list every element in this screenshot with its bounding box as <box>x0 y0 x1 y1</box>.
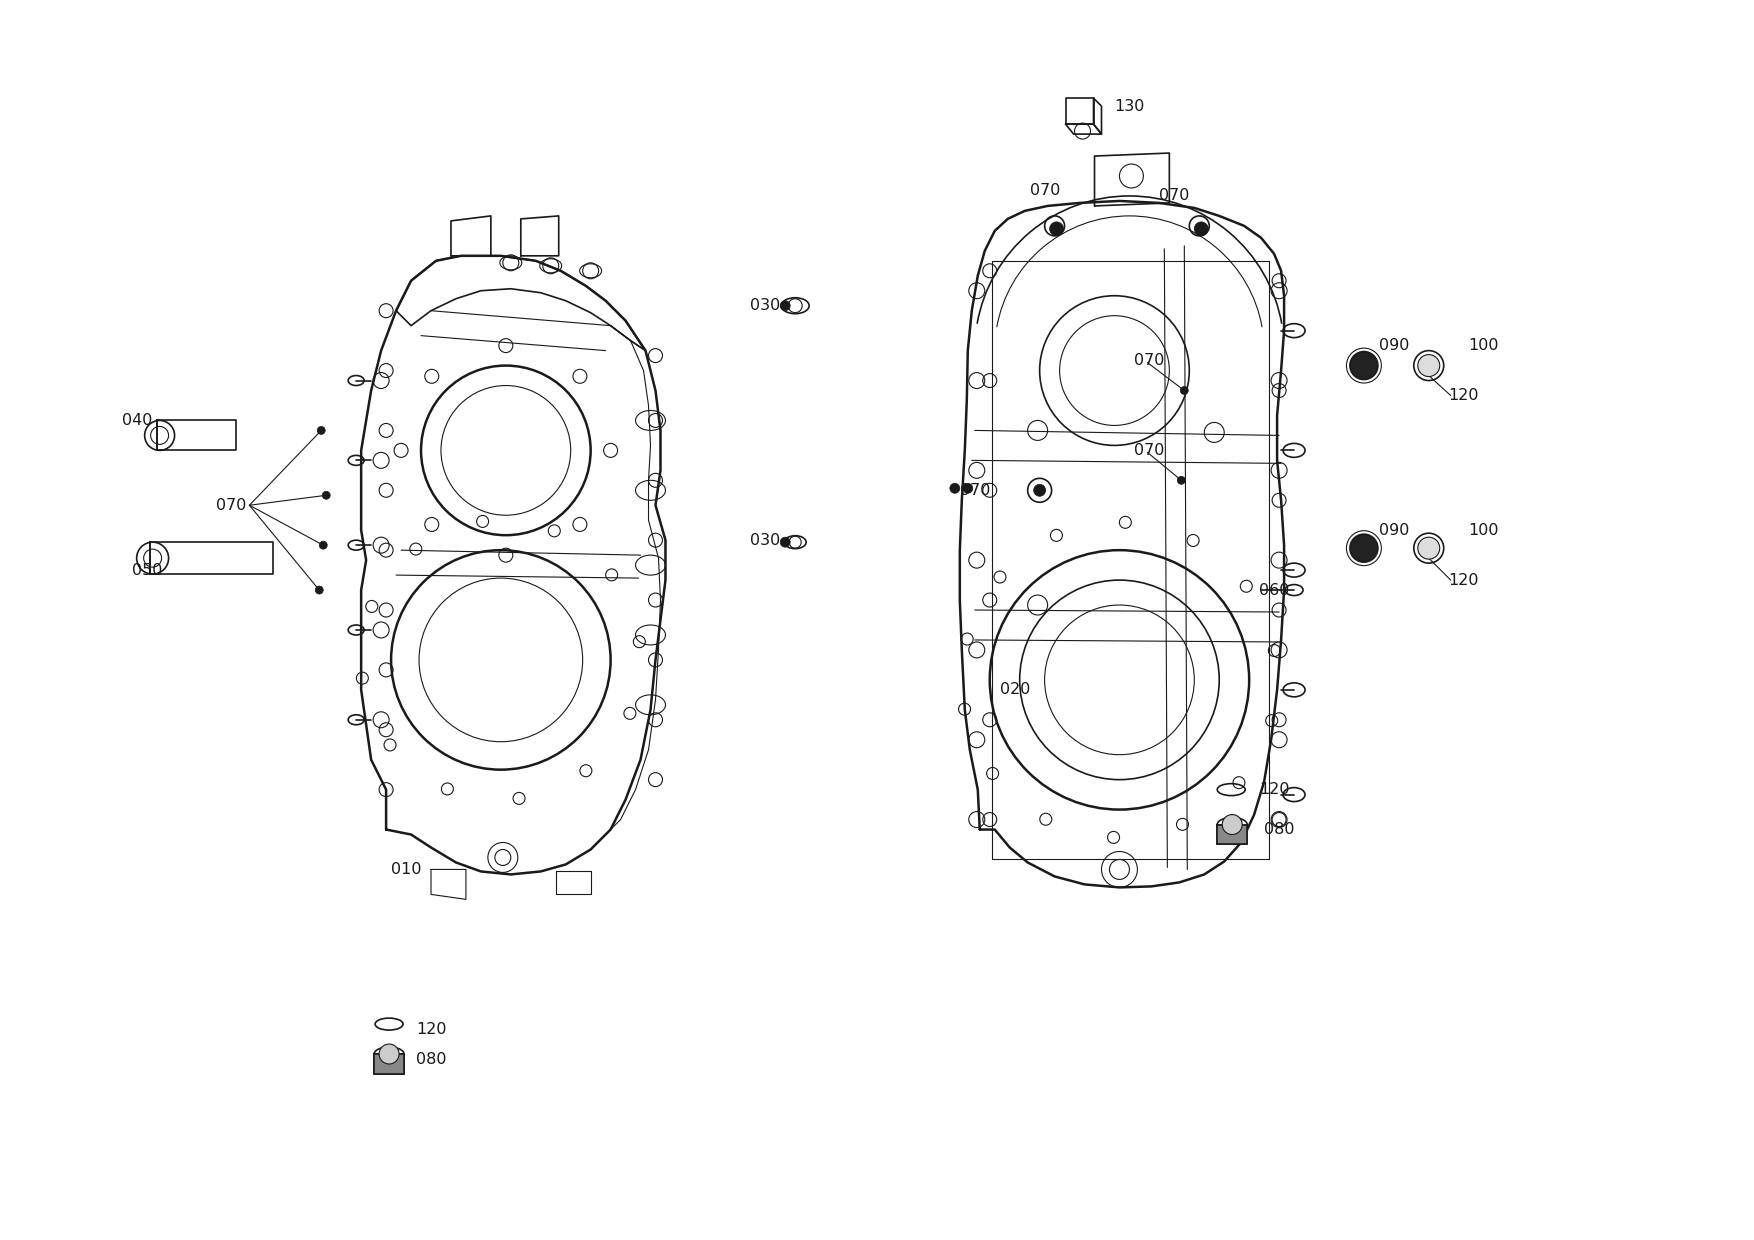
Text: 020: 020 <box>1000 682 1030 697</box>
Circle shape <box>317 427 324 434</box>
Ellipse shape <box>1417 537 1440 559</box>
Text: 070: 070 <box>1030 184 1059 198</box>
Text: 070: 070 <box>959 482 991 497</box>
Circle shape <box>781 537 791 547</box>
Ellipse shape <box>1351 352 1379 379</box>
Text: 040: 040 <box>121 413 153 428</box>
Circle shape <box>1049 222 1063 236</box>
Text: 030: 030 <box>751 533 781 548</box>
Text: 070: 070 <box>1135 443 1165 458</box>
Circle shape <box>379 1044 400 1064</box>
Text: 070: 070 <box>1159 188 1189 203</box>
Circle shape <box>316 587 323 594</box>
Text: 030: 030 <box>751 298 781 314</box>
Circle shape <box>1033 485 1045 496</box>
Circle shape <box>1194 222 1209 236</box>
Text: 070: 070 <box>216 497 246 513</box>
Circle shape <box>1180 387 1187 394</box>
Ellipse shape <box>1351 534 1379 562</box>
Text: 100: 100 <box>1468 339 1500 353</box>
Circle shape <box>963 484 973 494</box>
Text: 060: 060 <box>1259 583 1289 598</box>
Text: 090: 090 <box>1379 523 1408 538</box>
Text: 120: 120 <box>1449 573 1479 588</box>
Circle shape <box>323 491 330 500</box>
Text: 080: 080 <box>416 1052 447 1066</box>
Ellipse shape <box>1417 355 1440 377</box>
Polygon shape <box>1217 825 1247 844</box>
Polygon shape <box>374 1054 403 1074</box>
Text: 100: 100 <box>1468 523 1500 538</box>
Text: 120: 120 <box>1259 782 1289 797</box>
Text: 010: 010 <box>391 862 421 877</box>
Text: 130: 130 <box>1114 99 1145 114</box>
Circle shape <box>1223 815 1242 835</box>
Text: 120: 120 <box>416 1022 447 1037</box>
Text: 090: 090 <box>1379 339 1408 353</box>
Text: 080: 080 <box>1265 822 1294 837</box>
Circle shape <box>781 301 791 311</box>
Text: 070: 070 <box>1135 353 1165 368</box>
Circle shape <box>1177 476 1186 485</box>
Text: 120: 120 <box>1449 388 1479 403</box>
Circle shape <box>951 484 959 494</box>
Circle shape <box>319 541 328 549</box>
Text: 050: 050 <box>132 563 161 578</box>
